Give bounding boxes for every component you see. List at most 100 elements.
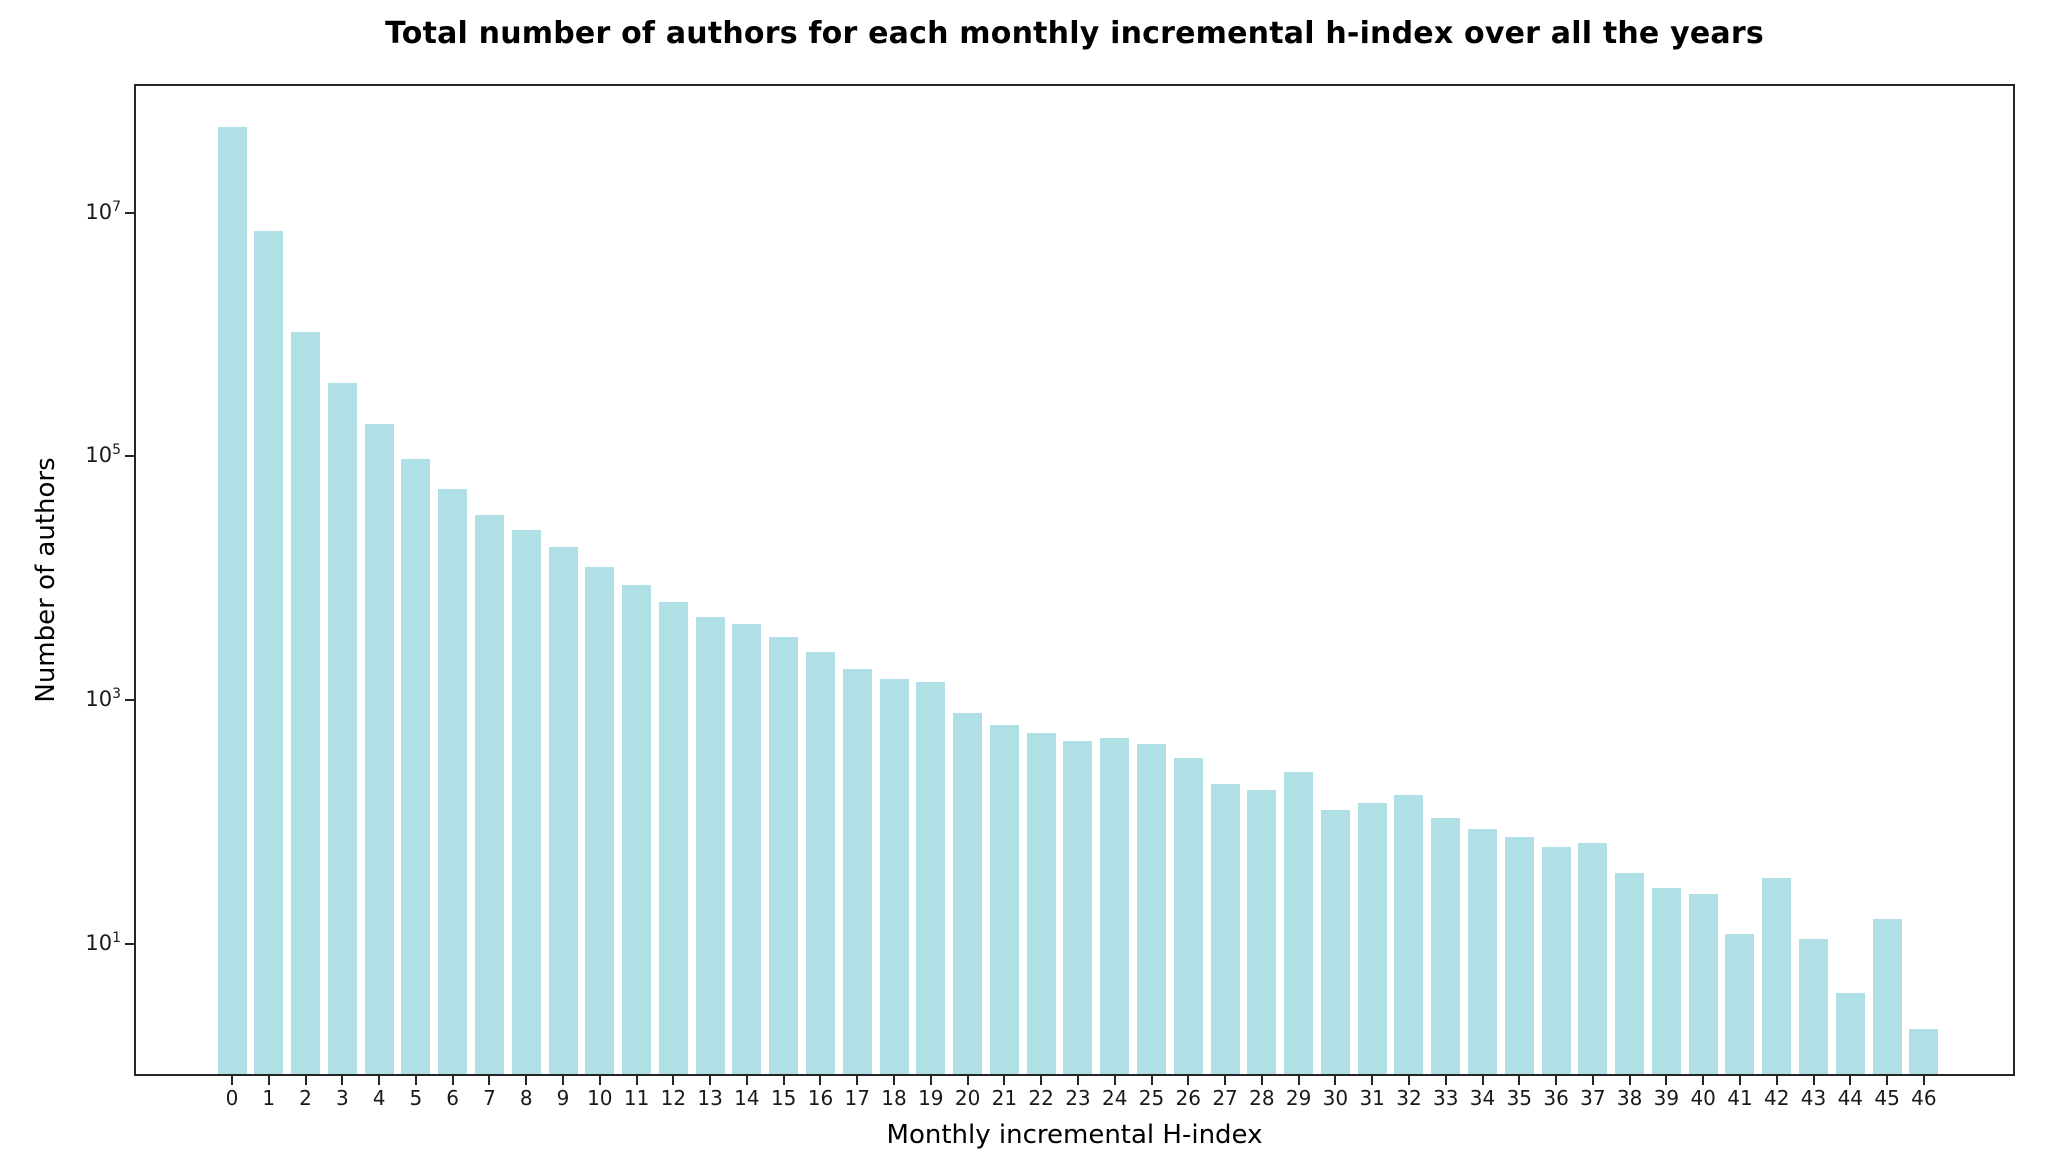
x-tick xyxy=(856,1074,859,1085)
bar-42 xyxy=(1762,877,1792,1074)
x-tick xyxy=(341,1074,344,1085)
bar-7 xyxy=(474,515,504,1074)
x-tick-label: 35 xyxy=(1506,1086,1533,1110)
y-tick xyxy=(125,455,136,458)
bar-44 xyxy=(1835,992,1865,1074)
x-tick-label: 14 xyxy=(734,1086,760,1110)
bar-43 xyxy=(1799,939,1829,1074)
x-tick xyxy=(1591,1074,1594,1085)
x-tick xyxy=(1775,1074,1778,1085)
bar-29 xyxy=(1284,771,1314,1074)
bar-0 xyxy=(217,127,247,1074)
x-tick-label: 17 xyxy=(844,1086,870,1110)
x-tick xyxy=(1922,1074,1925,1085)
x-tick xyxy=(525,1074,528,1085)
x-tick-label: 10 xyxy=(587,1086,613,1110)
x-tick-label: 38 xyxy=(1616,1086,1643,1110)
x-tick-label: 27 xyxy=(1212,1086,1238,1110)
x-tick xyxy=(451,1074,454,1085)
x-tick xyxy=(1187,1074,1190,1085)
x-tick-label: 40 xyxy=(1690,1086,1716,1110)
x-tick xyxy=(1481,1074,1484,1085)
x-tick xyxy=(929,1074,932,1085)
x-tick-label: 42 xyxy=(1764,1086,1790,1110)
x-tick xyxy=(1003,1074,1006,1085)
x-tick-label: 0 xyxy=(225,1086,239,1110)
bar-40 xyxy=(1688,893,1718,1074)
x-tick-label: 23 xyxy=(1065,1086,1091,1110)
x-tick-label: 24 xyxy=(1101,1086,1128,1110)
bar-16 xyxy=(805,651,835,1074)
x-tick xyxy=(819,1074,822,1085)
y-axis-label: Number of authors xyxy=(31,457,61,703)
bar-15 xyxy=(769,637,799,1074)
bar-5 xyxy=(401,459,431,1074)
x-tick-label: 20 xyxy=(954,1086,981,1110)
bar-9 xyxy=(548,547,578,1074)
y-tick xyxy=(125,943,136,946)
x-tick-label: 6 xyxy=(446,1086,460,1110)
bar-24 xyxy=(1100,738,1130,1074)
bar-12 xyxy=(658,601,688,1074)
bar-13 xyxy=(695,617,725,1074)
x-tick-label: 2 xyxy=(299,1086,312,1110)
x-tick xyxy=(1444,1074,1447,1085)
bar-14 xyxy=(732,624,762,1074)
x-tick xyxy=(782,1074,785,1085)
x-tick xyxy=(378,1074,381,1085)
bar-33 xyxy=(1431,818,1461,1074)
bar-38 xyxy=(1615,873,1645,1074)
bar-32 xyxy=(1394,795,1424,1074)
x-tick xyxy=(1738,1074,1741,1085)
x-tick-label: 3 xyxy=(335,1086,349,1110)
y-tick xyxy=(125,699,136,702)
bar-26 xyxy=(1173,758,1203,1074)
y-tick-label: 103 xyxy=(85,686,121,712)
x-tick-label: 46 xyxy=(1911,1086,1937,1110)
x-tick xyxy=(745,1074,748,1085)
bar-22 xyxy=(1026,732,1056,1074)
bar-27 xyxy=(1210,784,1240,1074)
x-tick-label: 43 xyxy=(1800,1086,1827,1110)
x-tick xyxy=(1886,1074,1889,1085)
x-tick xyxy=(488,1074,491,1085)
x-tick xyxy=(1702,1074,1705,1085)
x-tick-label: 36 xyxy=(1543,1086,1569,1110)
x-tick xyxy=(1113,1074,1116,1085)
plot-area: 0 1 2 3 4 5 6 7 8 9 10 11 12 13 14 15 16 17 18 19 20 21 22 23 24… xyxy=(85,84,2015,1108)
x-tick-label: 5 xyxy=(409,1086,423,1110)
x-tick xyxy=(1628,1074,1631,1085)
bar-8 xyxy=(511,529,541,1074)
x-tick-label: 29 xyxy=(1285,1086,1312,1110)
x-tick-label: 21 xyxy=(991,1086,1018,1110)
x-tick-label: 8 xyxy=(519,1086,533,1110)
x-tick xyxy=(1224,1074,1227,1085)
bar-31 xyxy=(1357,803,1387,1074)
x-tick-label: 37 xyxy=(1580,1086,1606,1110)
x-tick-label: 34 xyxy=(1469,1086,1496,1110)
x-tick xyxy=(1407,1074,1410,1085)
bar-6 xyxy=(438,489,468,1074)
x-tick xyxy=(304,1074,307,1085)
bar-37 xyxy=(1578,843,1608,1074)
x-tick xyxy=(231,1074,233,1085)
bar-28 xyxy=(1247,789,1277,1074)
bar-36 xyxy=(1541,846,1571,1074)
x-tick-label: 26 xyxy=(1175,1086,1201,1110)
x-tick xyxy=(1260,1074,1263,1085)
x-tick xyxy=(1665,1074,1668,1085)
bar-39 xyxy=(1651,887,1681,1074)
x-tick xyxy=(635,1074,638,1085)
x-tick xyxy=(1849,1074,1852,1085)
bar-3 xyxy=(327,382,357,1074)
x-tick-label: 45 xyxy=(1874,1086,1900,1110)
x-tick xyxy=(1334,1074,1337,1085)
x-tick xyxy=(1150,1074,1153,1085)
bar-20 xyxy=(953,712,983,1074)
bar-34 xyxy=(1468,828,1498,1074)
x-tick-label: 22 xyxy=(1028,1086,1054,1110)
bar-25 xyxy=(1137,743,1166,1074)
bar-2 xyxy=(291,331,321,1074)
x-tick xyxy=(1371,1074,1374,1085)
bar-4 xyxy=(364,423,394,1074)
